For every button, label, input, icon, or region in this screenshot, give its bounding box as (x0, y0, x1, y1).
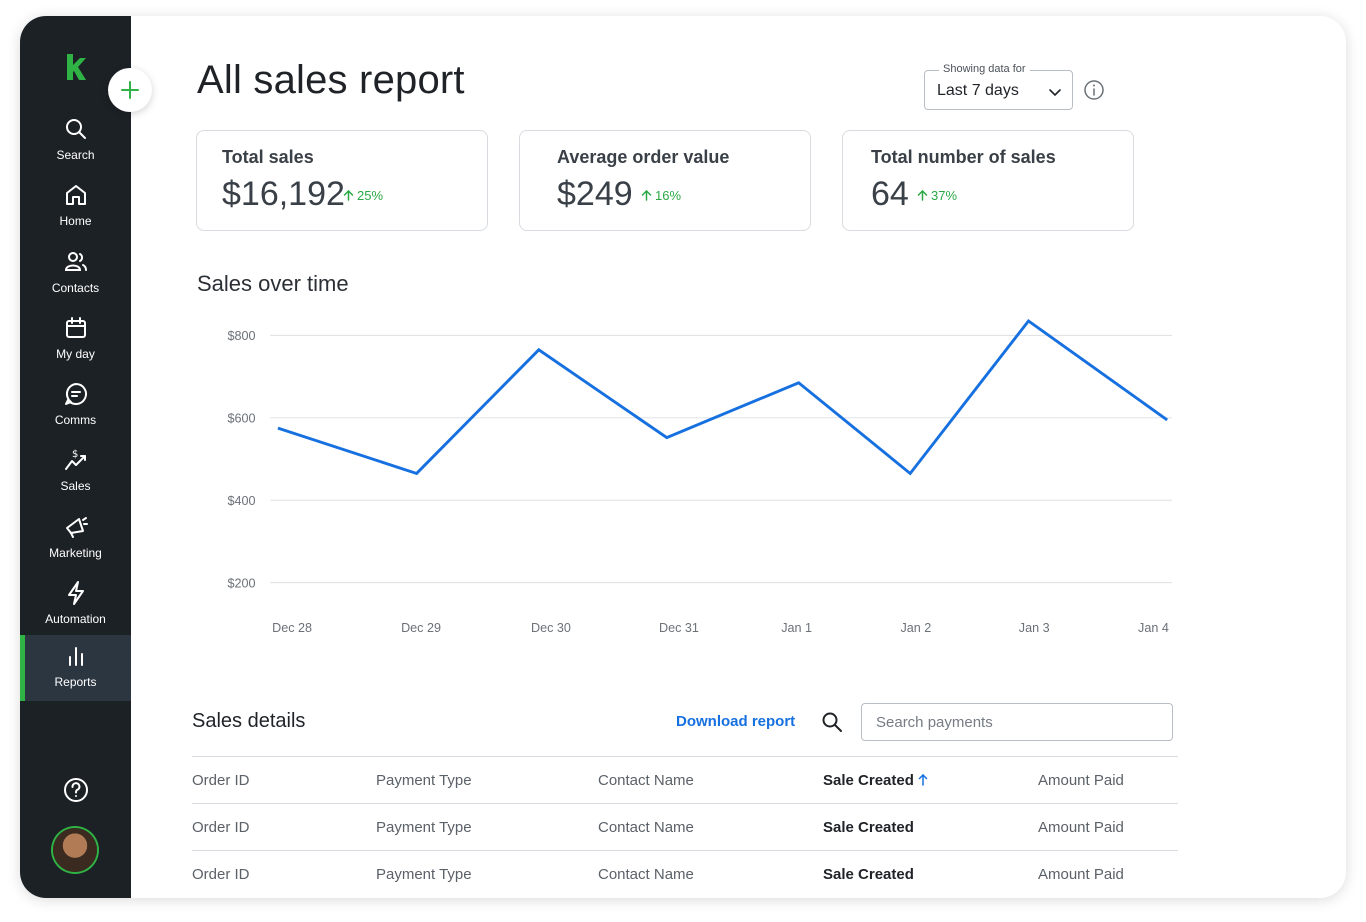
sidebar-item-marketing[interactable]: Marketing (20, 506, 131, 572)
cell-payment-type: Payment Type (376, 866, 472, 883)
sidebar-item-comms[interactable]: Comms (20, 373, 131, 439)
table-header-row: Order ID Payment Type Contact Name Sale … (192, 756, 1178, 803)
cell-contact-name: Contact Name (598, 866, 694, 883)
cell-amount-paid: Amount Paid (1038, 866, 1124, 883)
arrow-up-icon (917, 190, 928, 201)
kpi-trend: 37% (917, 188, 957, 203)
cell-order-id: Order ID (192, 819, 250, 836)
y-tick-label: $400 (228, 494, 256, 508)
help-icon[interactable] (62, 776, 90, 804)
calendar-icon (65, 317, 86, 338)
arrow-up-icon (343, 190, 354, 201)
contacts-icon (64, 252, 87, 271)
column-header-payment-type[interactable]: Payment Type (376, 772, 472, 789)
sidebar-item-label: Sales (60, 479, 91, 493)
sidebar-item-label: Contacts (51, 281, 100, 295)
sidebar-item-label: Home (59, 214, 92, 228)
kpi-value: 64 (871, 175, 909, 213)
kpi-trend-value: 16% (655, 188, 682, 203)
x-tick-label: Jan 3 (1019, 621, 1050, 635)
cell-contact-name: Contact Name (598, 819, 694, 836)
kpi-value: $16,192 (222, 175, 345, 213)
page-title: All sales report (197, 58, 465, 102)
date-range-select[interactable]: Showing data for Last 7 days (924, 63, 1073, 110)
sidebar-item-label: My day (56, 347, 95, 361)
sidebar-item-search[interactable]: Search (20, 108, 131, 174)
sidebar-item-sales[interactable]: $ Sales (20, 439, 131, 505)
info-icon[interactable] (1083, 79, 1105, 101)
app-window: Search Home Contacts My day Comms $ Sale… (20, 16, 1346, 898)
sidebar-item-label: Automation (45, 612, 106, 626)
section-title: Sales details (192, 710, 306, 732)
chevron-down-icon (1049, 89, 1061, 97)
date-range-value: Last 7 days (937, 82, 1019, 99)
cell-order-id: Order ID (192, 866, 250, 883)
y-tick-label: $800 (228, 329, 256, 343)
date-range-legend: Showing data for (939, 63, 1030, 75)
lightning-icon (67, 581, 84, 605)
arrow-up-icon (641, 190, 652, 201)
plus-icon (121, 81, 139, 99)
x-tick-label: Dec 31 (659, 621, 699, 635)
y-tick-label: $200 (228, 577, 256, 591)
column-header-sale-created[interactable]: Sale Created (823, 772, 928, 789)
kpi-trend-value: 37% (931, 188, 958, 203)
x-tick-label: Jan 1 (781, 621, 812, 635)
column-header-amount-paid[interactable]: Amount Paid (1038, 772, 1124, 789)
kpi-label: Total sales (222, 147, 314, 167)
sales-icon: $ (64, 449, 86, 470)
kpi-card-average-order: Average order value $249 16% (519, 130, 811, 231)
kpi-trend: 25% (343, 188, 383, 203)
search-icon (65, 119, 86, 139)
x-tick-label: Dec 28 (272, 621, 312, 635)
x-tick-label: Jan 4 (1138, 621, 1169, 635)
kpi-trend: 16% (641, 188, 681, 203)
sidebar-item-label: Reports (54, 675, 97, 689)
megaphone-icon (65, 517, 88, 538)
search-payments-input[interactable] (861, 703, 1173, 741)
chat-icon (64, 383, 87, 405)
kpi-label: Average order value (557, 147, 730, 167)
sidebar-item-reports[interactable]: Reports (20, 635, 131, 701)
sidebar-item-my-day[interactable]: My day (20, 307, 131, 373)
sort-ascending-icon (918, 773, 928, 786)
cell-sale-created: Sale Created (823, 866, 914, 883)
sales-line-chart: $800 $600 $400 $200 Dec 28 Dec 29 Dec 30 Dec 31… (228, 318, 1172, 635)
sidebar-item-home[interactable]: Home (20, 174, 131, 240)
search-icon[interactable] (820, 710, 844, 734)
sidebar-item-label: Search (56, 148, 95, 162)
sales-table: Order ID Payment Type Contact Name Sale … (192, 756, 1178, 897)
bar-chart-icon (68, 647, 83, 666)
x-tick-label: Jan 2 (900, 621, 931, 635)
column-header-contact-name[interactable]: Contact Name (598, 772, 694, 789)
svg-text:$: $ (72, 449, 78, 460)
home-icon (65, 185, 86, 205)
sidebar: Search Home Contacts My day Comms $ Sale… (20, 16, 131, 898)
sidebar-item-contacts[interactable]: Contacts (20, 241, 131, 307)
add-button[interactable] (108, 68, 152, 112)
x-tick-label: Dec 30 (531, 621, 571, 635)
kpi-trend-value: 25% (357, 188, 384, 203)
keap-logo-icon[interactable] (64, 52, 88, 82)
kpi-value: $249 (557, 175, 633, 213)
column-header-order-id[interactable]: Order ID (192, 772, 250, 789)
table-row[interactable]: Order ID Payment Type Contact Name Sale … (192, 850, 1178, 897)
download-report-link[interactable]: Download report (676, 713, 796, 730)
y-tick-label: $600 (228, 412, 256, 426)
table-row[interactable]: Order ID Payment Type Contact Name Sale … (192, 803, 1178, 850)
cell-payment-type: Payment Type (376, 819, 472, 836)
x-tick-label: Dec 29 (401, 621, 441, 635)
user-avatar[interactable] (53, 828, 97, 872)
cell-amount-paid: Amount Paid (1038, 819, 1124, 836)
sales-series-line (277, 318, 1168, 476)
chart-title: Sales over time (197, 271, 349, 296)
sidebar-item-label: Comms (54, 413, 97, 427)
sidebar-item-label: Marketing (49, 546, 102, 560)
kpi-card-total-sales: Total sales $16,192 25% (196, 130, 488, 231)
cell-sale-created: Sale Created (823, 819, 914, 836)
kpi-label: Total number of sales (871, 147, 1056, 167)
kpi-card-number-of-sales: Total number of sales 64 37% (842, 130, 1134, 231)
sidebar-item-automation[interactable]: Automation (20, 572, 131, 638)
column-header-label: Sale Created (823, 772, 914, 789)
